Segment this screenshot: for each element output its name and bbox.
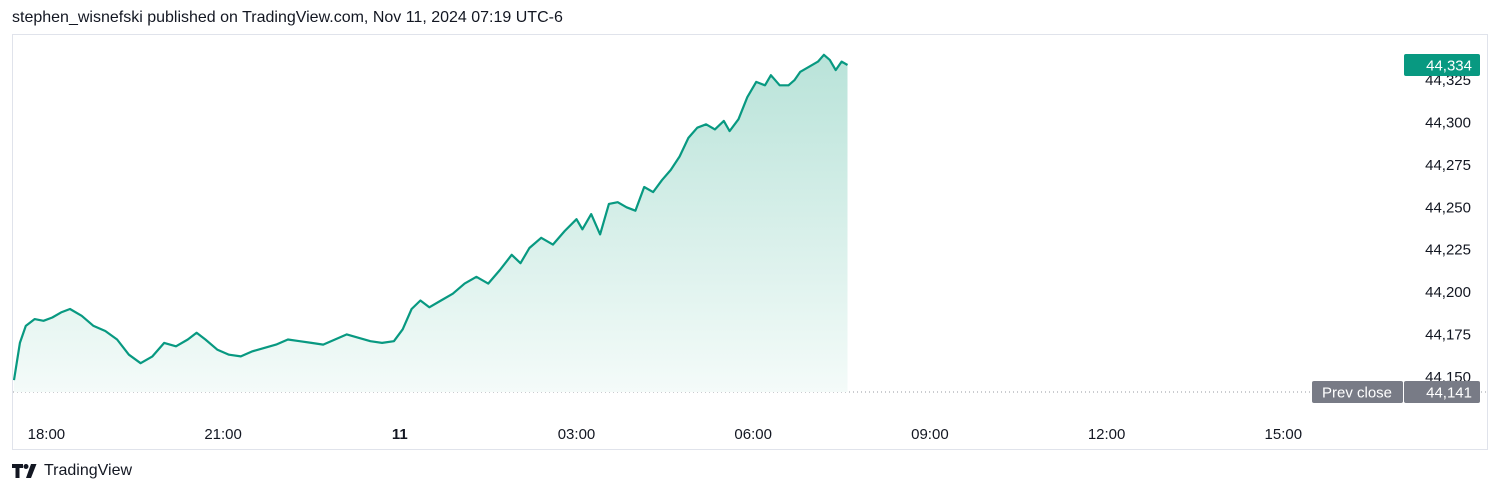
footer: TradingView (12, 462, 132, 480)
y-tick-label: 44,300 (1425, 115, 1471, 132)
y-tick-label: 44,275 (1425, 157, 1471, 174)
prev-close-value: 44,141 (1426, 385, 1472, 402)
prev-close-tag (1312, 381, 1403, 403)
tradingview-logo-icon (12, 464, 37, 478)
price-chart[interactable]: 44,15044,17544,20044,22544,25044,27544,3… (13, 35, 1489, 451)
chart-panel[interactable]: 44,150 44,175 44,200 44,225 44,250 44,275 44,3… (12, 34, 1489, 451)
x-tick-label: 03:00 (558, 426, 596, 443)
x-tick-label: 11 (392, 426, 408, 443)
tradingview-brand[interactable]: TradingView (44, 462, 133, 479)
price-line (13, 53, 849, 381)
y-tick-label: 44,200 (1425, 284, 1471, 301)
x-tick-label: 09:00 (911, 426, 949, 443)
publish-info: stephen_wisnefski published on TradingVi… (12, 9, 563, 26)
last-price-badge (1404, 54, 1480, 76)
x-tick-label: 18:00 (28, 426, 66, 443)
x-tick-label: 12:00 (1088, 426, 1126, 443)
price-area-fill (14, 54, 848, 393)
y-tick-label: 44,325 (1425, 72, 1471, 89)
last-price-label: 44,334 (1426, 58, 1472, 75)
prev-close-value-badge (1404, 381, 1480, 403)
x-tick-label: 21:00 (204, 426, 242, 443)
y-tick-label: 44,175 (1425, 326, 1471, 343)
prev-close-label: Prev close (1322, 385, 1392, 402)
x-tick-label: 15:00 (1265, 426, 1303, 443)
y-tick-label: 44,250 (1425, 199, 1471, 216)
x-tick-label: 06:00 (734, 426, 772, 443)
y-tick-label: 44,225 (1425, 242, 1471, 259)
